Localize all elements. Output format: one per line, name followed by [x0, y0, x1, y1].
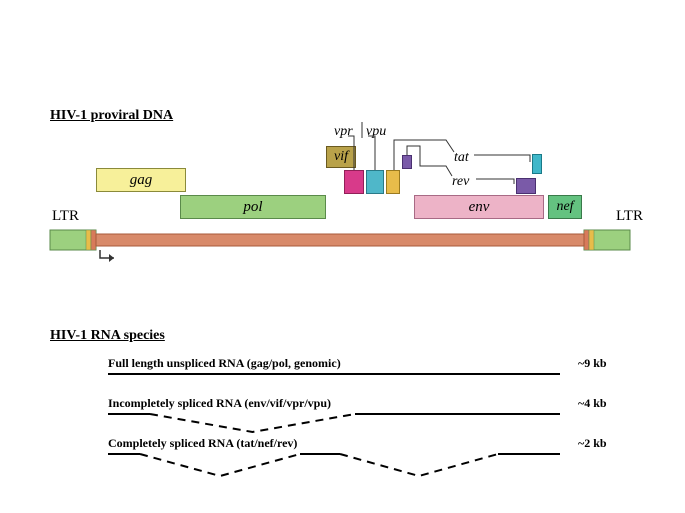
- svg-overlay: [0, 0, 685, 513]
- figure-canvas: { "figure": { "width": 685, "height": 51…: [0, 0, 685, 513]
